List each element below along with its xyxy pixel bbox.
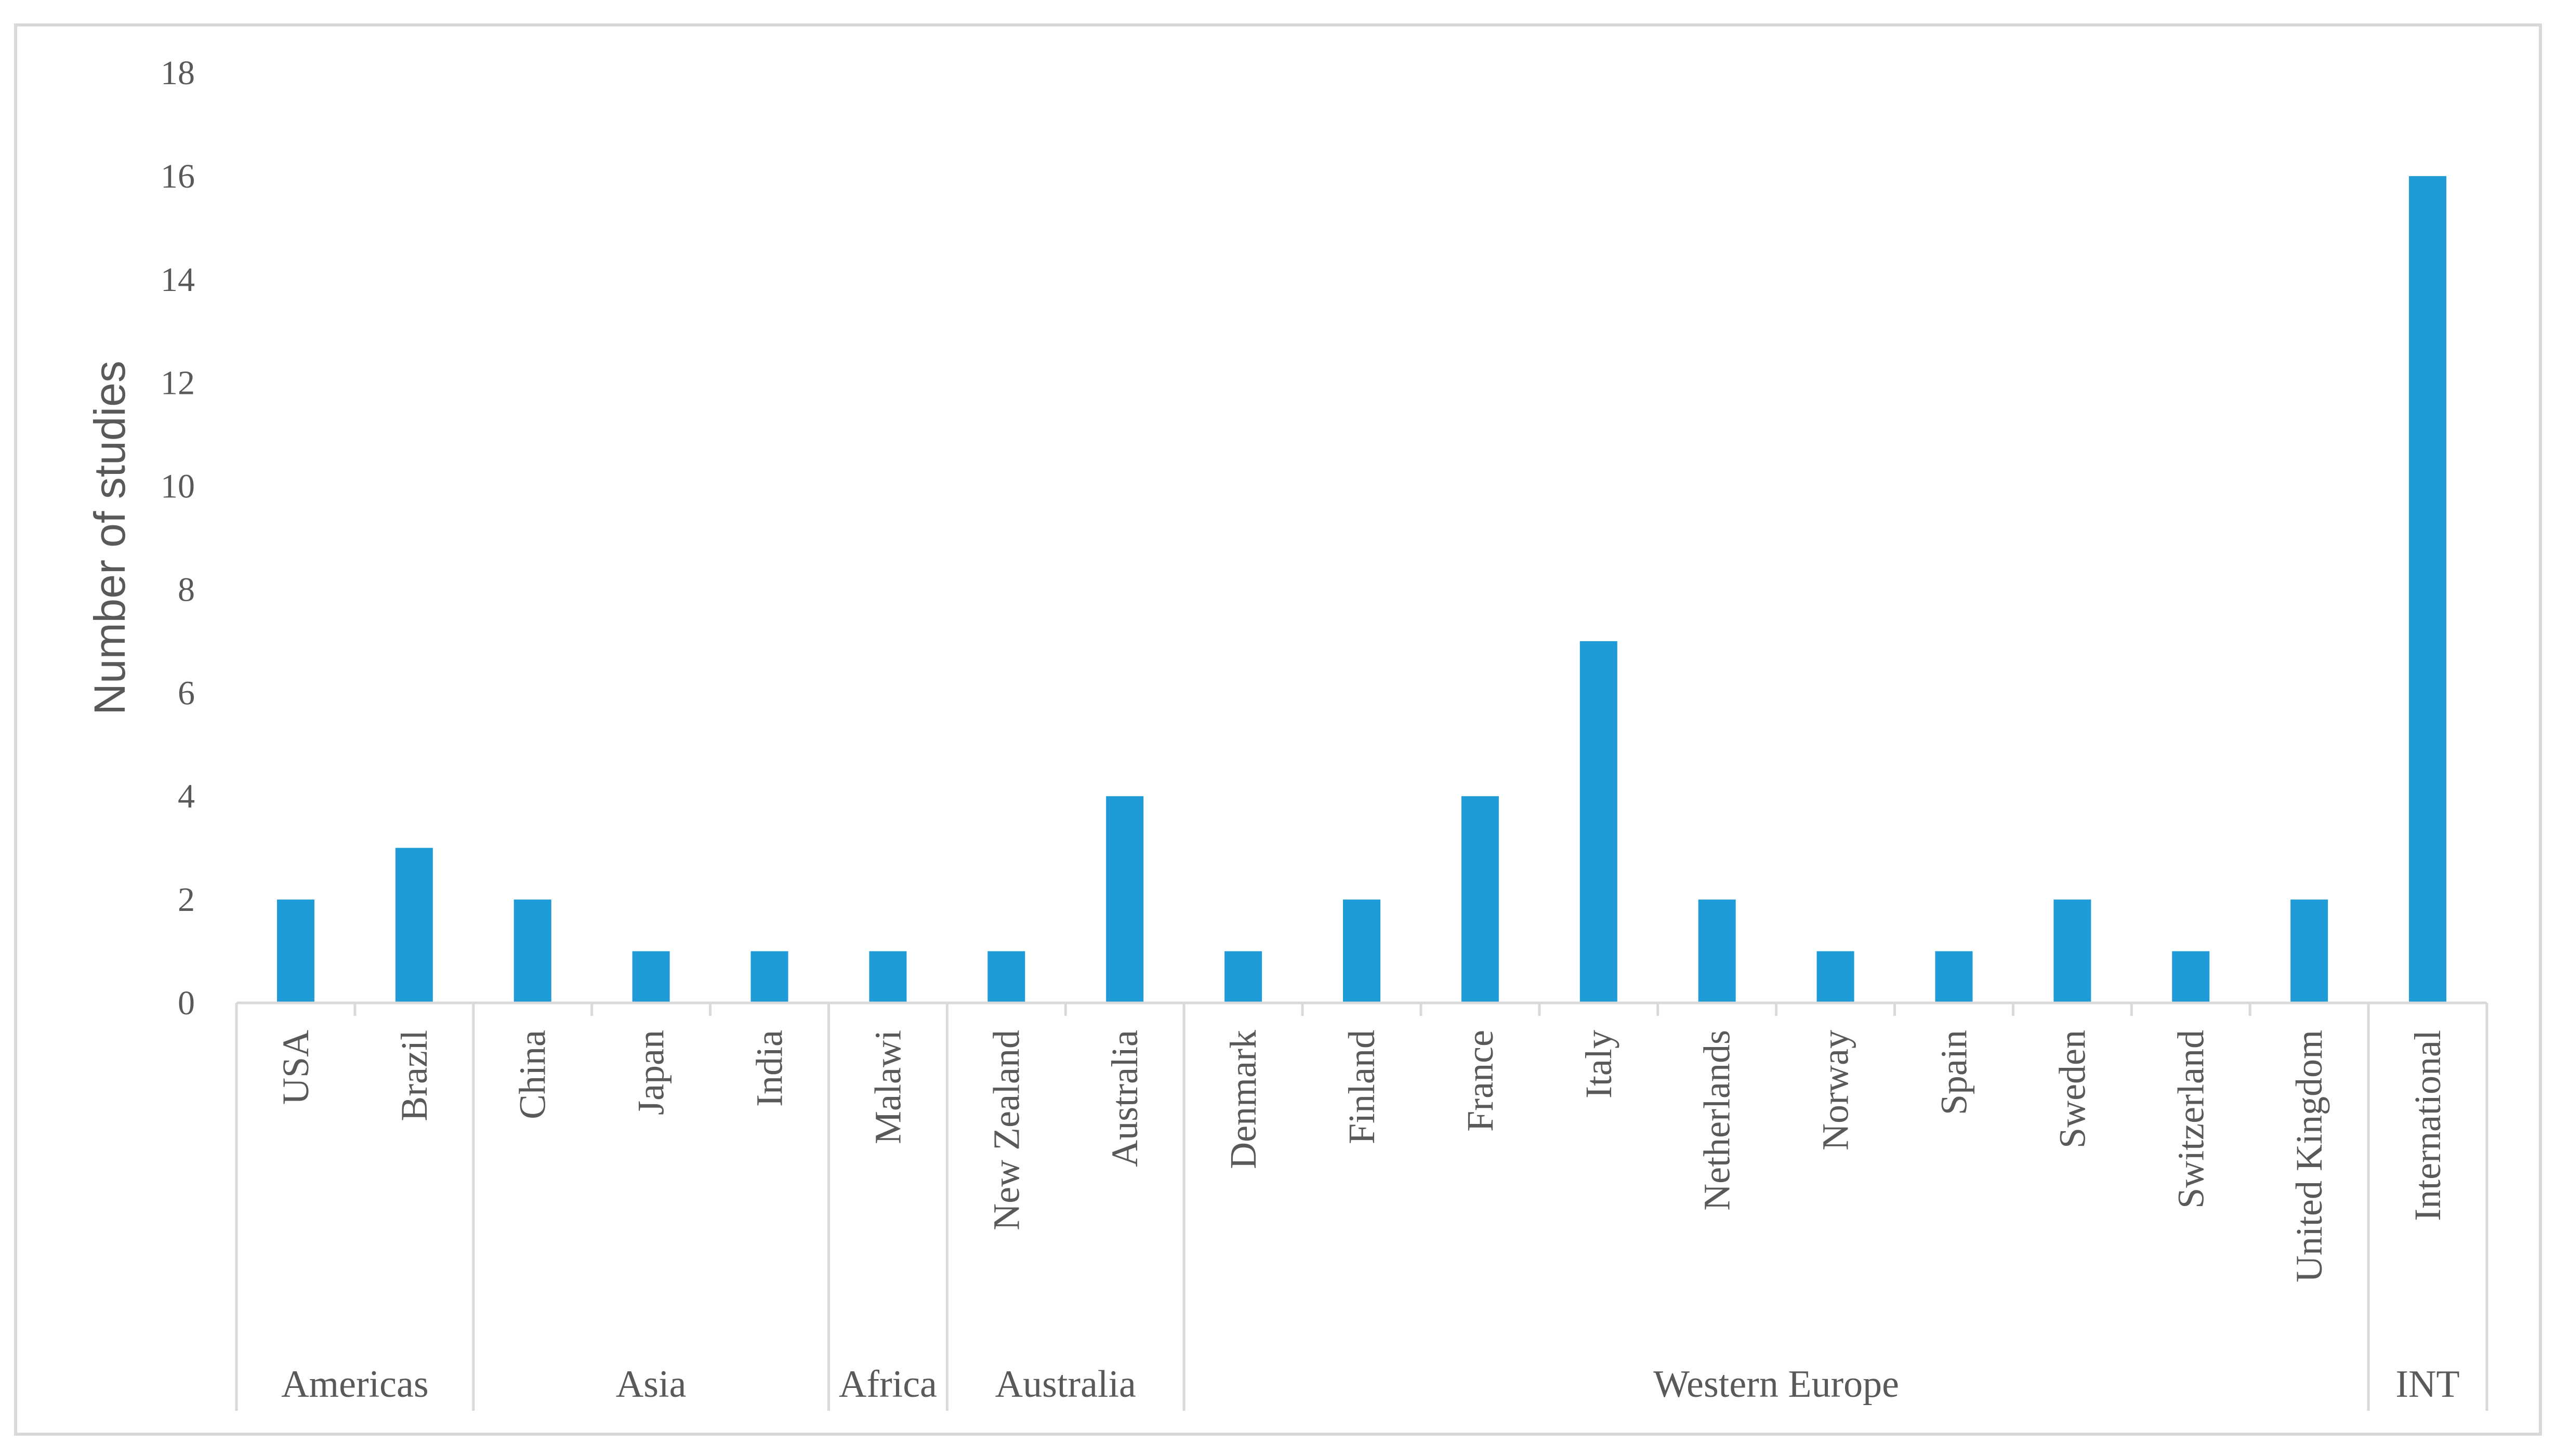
- x-tick-label: Sweden: [2051, 1030, 2093, 1148]
- x-tick-label: Denmark: [1222, 1030, 1264, 1169]
- group-label: Australia: [995, 1363, 1136, 1406]
- x-axis: USA Brazil China Japan India Malawi New Zealan…: [235, 1001, 2488, 1411]
- bar: [750, 951, 788, 1003]
- y-tick-label: 16: [161, 157, 195, 195]
- bar: [276, 899, 314, 1003]
- bar: [2290, 899, 2328, 1003]
- bar: [869, 951, 907, 1003]
- bar: [1579, 641, 1617, 1003]
- y-axis-ticks: 0 2 4 6 8 10 12 14 16 18: [161, 54, 195, 1022]
- bar: [395, 848, 433, 1003]
- y-tick-label: 12: [161, 364, 195, 402]
- bar: [1698, 899, 1736, 1003]
- x-tick-label: India: [749, 1030, 790, 1107]
- bar: [2409, 176, 2447, 1003]
- x-tick-label: Netherlands: [1696, 1030, 1738, 1211]
- chart-frame: [14, 23, 2542, 1436]
- x-tick-label: Japan: [630, 1030, 672, 1115]
- group-label: INT: [2395, 1363, 2459, 1406]
- y-tick-label: 2: [178, 881, 195, 919]
- bar: [987, 951, 1025, 1003]
- y-tick-label: 0: [178, 984, 195, 1022]
- bar: [632, 951, 670, 1003]
- bar: [1224, 951, 1262, 1003]
- x-tick-label: United Kingdom: [2288, 1030, 2330, 1282]
- y-tick-label: 4: [178, 777, 195, 815]
- bar: [1106, 796, 1144, 1003]
- bar: [2172, 951, 2210, 1003]
- y-tick-label: 6: [178, 674, 195, 712]
- y-tick-label: 10: [161, 468, 195, 506]
- x-tick-label: Malawi: [867, 1030, 908, 1144]
- y-axis-title: Number of studies: [85, 361, 134, 715]
- bar: [1816, 951, 1854, 1003]
- x-tick-label: Switzerland: [2170, 1030, 2211, 1209]
- bar: [1343, 899, 1380, 1003]
- x-tick-label: Spain: [1933, 1030, 1974, 1115]
- x-tick-label: New Zealand: [985, 1030, 1027, 1230]
- y-tick-label: 8: [178, 571, 195, 608]
- x-tick-label: China: [512, 1030, 554, 1119]
- x-tick-label: Brazil: [393, 1030, 435, 1121]
- group-label: Western Europe: [1653, 1363, 1899, 1406]
- x-tick-label: Finland: [1341, 1030, 1382, 1144]
- group-label: Americas: [281, 1363, 429, 1406]
- bar: [513, 899, 551, 1003]
- x-tick-label: International: [2407, 1030, 2448, 1221]
- x-tick-label: Italy: [1578, 1030, 1619, 1098]
- y-tick-label: 18: [161, 54, 195, 92]
- x-tick-label: Norway: [1815, 1030, 1856, 1150]
- group-label: Africa: [839, 1363, 937, 1406]
- bar: [1461, 796, 1499, 1003]
- bar: [1935, 951, 1973, 1003]
- x-tick-label: France: [1459, 1030, 1501, 1132]
- y-tick-label: 14: [161, 261, 195, 299]
- x-tick-label: USA: [275, 1030, 317, 1105]
- bar-series: [276, 176, 2447, 1003]
- x-tick-label: Australia: [1104, 1030, 1145, 1167]
- group-label: Asia: [616, 1363, 687, 1406]
- bar: [2053, 899, 2091, 1003]
